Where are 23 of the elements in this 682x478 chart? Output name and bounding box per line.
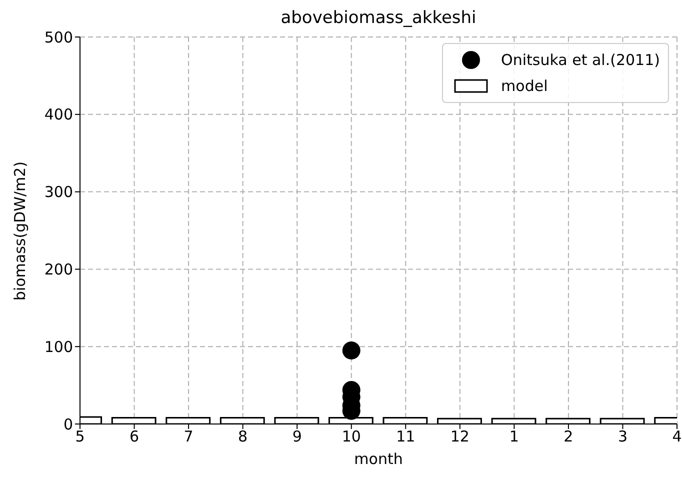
legend-label: Onitsuka et al.(2011) [501, 51, 660, 69]
x-tick-label: 9 [292, 428, 302, 446]
y-tick-label: 400 [44, 106, 73, 124]
x-tick-label: 4 [672, 428, 682, 446]
y-tick-label: 300 [44, 183, 73, 202]
y-tick-label: 500 [44, 28, 73, 46]
x-tick-label: 7 [184, 428, 194, 446]
x-axis-title: month [353, 450, 404, 468]
x-tick-label: 6 [130, 428, 140, 446]
x-tick-label: 2 [564, 428, 574, 446]
y-axis-title: biomass(gDW/m2) [11, 160, 29, 300]
legend-label: model [501, 77, 548, 95]
y-tick-label: 100 [44, 338, 73, 356]
chart-title: abovebiomass_akkeshi [280, 8, 478, 28]
y-tick-label: 0 [63, 415, 73, 434]
x-tick-label: 8 [238, 428, 248, 446]
x-tick-label: 11 [396, 428, 416, 446]
y-tick-label: 200 [44, 260, 73, 279]
x-tick-label: 12 [450, 428, 470, 446]
x-tick-label: 10 [342, 428, 361, 446]
x-tick-label: 1 [509, 428, 519, 446]
x-tick-label: 3 [618, 428, 628, 446]
x-tick-label: 5 [75, 428, 85, 446]
